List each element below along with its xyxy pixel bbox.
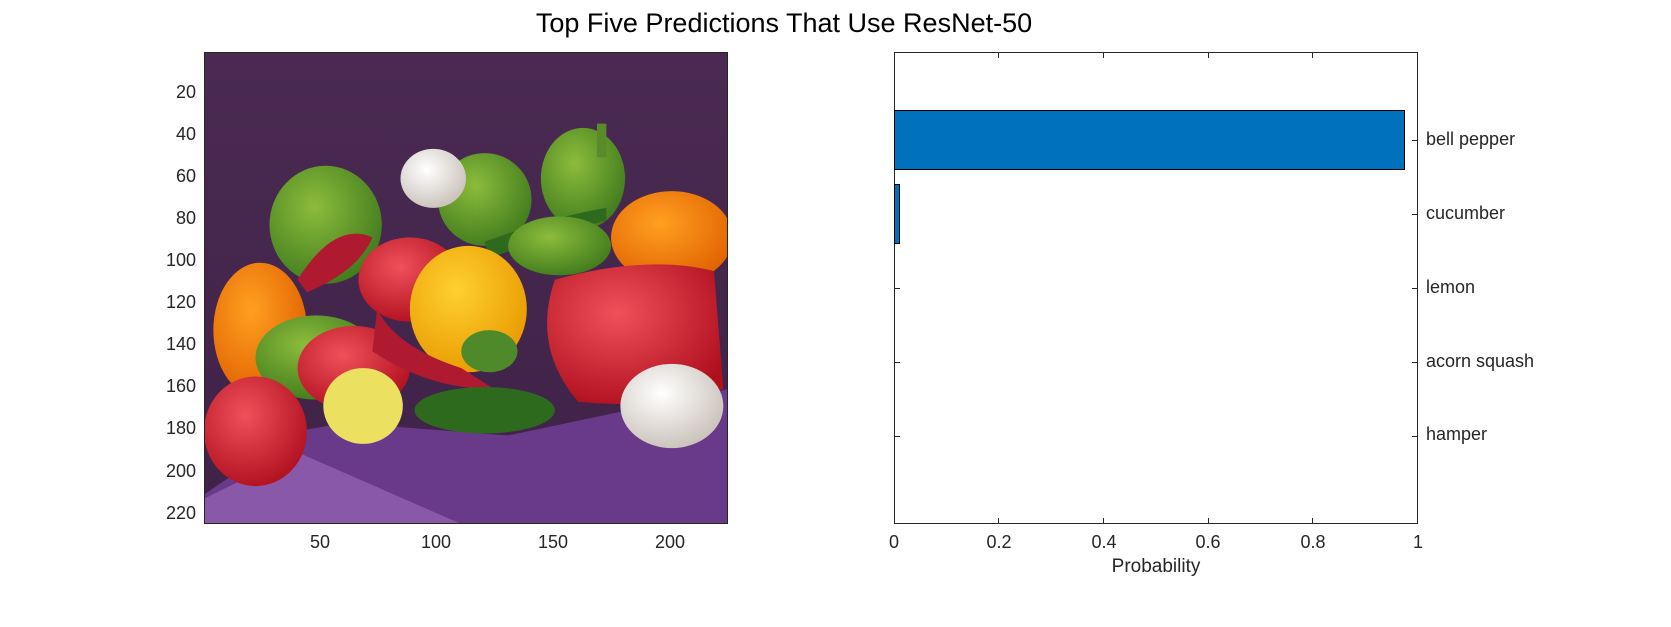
category-label: acorn squash [1426, 351, 1535, 371]
x-tick-label: 1 [1412, 532, 1423, 552]
y-tick-label: 80 [175, 208, 196, 228]
y-tick-mark [895, 436, 900, 437]
y-tick-label: 120 [165, 292, 196, 312]
x-tick-label: 0.2 [986, 532, 1012, 552]
category-label: cucumber [1426, 203, 1506, 223]
figure-title: Top Five Predictions That Use ResNet-50 [535, 8, 1033, 38]
bar-bell-pepper [894, 110, 1405, 170]
y-tick-mark [895, 288, 900, 289]
x-tick-mark [1103, 53, 1104, 58]
y-tick-mark [1412, 288, 1417, 289]
y-tick-mark [1412, 140, 1417, 141]
x-tick-label: 0.8 [1300, 532, 1326, 552]
y-tick-label: 60 [175, 166, 196, 186]
bar-cucumber [894, 184, 900, 244]
y-tick-mark [895, 362, 900, 363]
x-tick-label: 50 [309, 532, 331, 552]
y-tick-label: 140 [165, 334, 196, 354]
x-tick-mark [1312, 518, 1313, 523]
x-tick-mark [1103, 518, 1104, 523]
y-tick-label: 100 [165, 250, 196, 270]
bar-chart-axes [894, 52, 1418, 524]
y-tick-label: 40 [175, 124, 196, 144]
y-tick-mark [1412, 362, 1417, 363]
x-tick-mark [1208, 518, 1209, 523]
category-label: lemon [1426, 277, 1476, 297]
y-tick-label: 160 [165, 376, 196, 396]
x-tick-label: 0 [888, 532, 899, 552]
x-tick-mark [998, 518, 999, 523]
image-axes-frame [204, 52, 728, 524]
x-tick-label: 0.6 [1195, 532, 1221, 552]
x-tick-mark [998, 53, 999, 58]
x-tick-label: 100 [420, 532, 452, 552]
y-tick-label: 180 [165, 418, 196, 438]
y-tick-label: 20 [175, 82, 196, 102]
x-tick-label: 200 [654, 532, 686, 552]
x-tick-label: 150 [537, 532, 569, 552]
x-axis-label: Probability [1111, 556, 1201, 577]
x-tick-label: 0.4 [1091, 532, 1117, 552]
y-tick-mark [1412, 436, 1417, 437]
category-label: bell pepper [1426, 129, 1516, 149]
peppers-image [204, 52, 728, 524]
y-tick-label: 220 [165, 503, 196, 523]
y-tick-mark [1412, 214, 1417, 215]
y-tick-label: 200 [165, 461, 196, 481]
x-tick-mark [1208, 53, 1209, 58]
category-label: hamper [1426, 424, 1488, 444]
image-axes [204, 52, 728, 524]
x-tick-mark [1312, 53, 1313, 58]
